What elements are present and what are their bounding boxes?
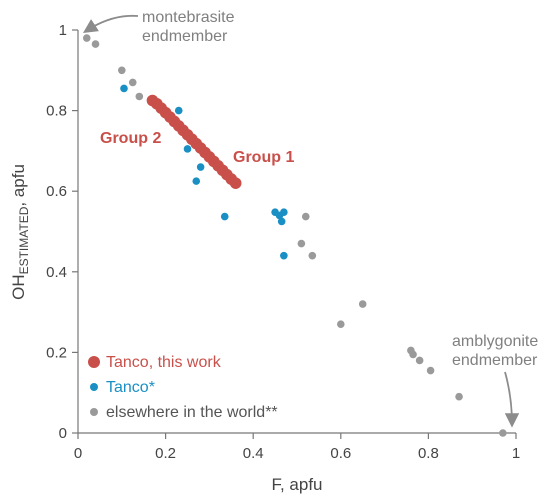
point-elsewhere <box>426 366 435 375</box>
y-axis-label-base: OH <box>9 274 28 300</box>
point-elsewhere <box>91 40 100 48</box>
point-elsewhere <box>135 92 144 101</box>
x-tick-label: 1 <box>512 445 520 462</box>
legend-marker-tanco-this-work <box>88 356 100 368</box>
point-tanco <box>183 145 192 153</box>
montebrasite-annotation: montebrasite endmember <box>142 9 239 45</box>
legend-label-tanco: Tanco* <box>106 379 155 396</box>
montebrasite-line-2: endmember <box>142 28 228 45</box>
point-elsewhere <box>297 239 306 248</box>
x-tick-label: 0.4 <box>243 445 264 462</box>
point-tanco <box>277 217 286 226</box>
point-elsewhere <box>82 34 91 42</box>
point-elsewhere <box>409 350 417 359</box>
y-tick-label: 0 <box>59 425 67 442</box>
amblygonite-arrow <box>504 371 520 428</box>
x-tick-label: 0.8 <box>418 445 439 462</box>
point-elsewhere <box>128 78 137 87</box>
x-tick-label: 0.2 <box>155 445 176 462</box>
x-axis-label: F, apfu <box>271 475 322 494</box>
x-tick-label: 0 <box>74 445 82 462</box>
point-elsewhere <box>455 392 463 401</box>
point-tanco-this-work <box>229 177 242 189</box>
group-1-label: Group 1 <box>233 149 294 166</box>
point-tanco <box>280 251 288 260</box>
y-tick-label: 0.4 <box>46 264 67 281</box>
point-tanco <box>220 212 229 221</box>
point-elsewhere <box>337 320 345 328</box>
y-axis-label: OHESTIMATED, apfu <box>9 164 31 300</box>
amblygonite-line-2: endmember <box>452 352 538 369</box>
point-tanco <box>120 84 128 93</box>
point-tanco <box>174 106 183 115</box>
point-elsewhere <box>301 212 310 221</box>
y-axis-label-sub: ESTIMATED <box>17 206 31 274</box>
point-elsewhere <box>415 356 424 365</box>
legend-label-tanco-this-work: Tanco, this work <box>106 354 222 371</box>
y-tick-label: 0.8 <box>46 103 67 120</box>
legend-label-elsewhere: elsewhere in the world** <box>106 404 278 421</box>
x-tick-label: 0.6 <box>330 445 351 462</box>
montebrasite-line-1: montebrasite <box>142 9 235 26</box>
amblygonite-annotation: amblygonite endmember <box>452 333 543 369</box>
point-elsewhere <box>358 300 367 308</box>
legend-marker-elsewhere <box>90 408 98 416</box>
point-elsewhere <box>118 66 126 75</box>
point-tanco <box>280 208 288 216</box>
y-axis-label-tail: , apfu <box>9 164 28 207</box>
point-elsewhere <box>499 429 507 437</box>
amblygonite-line-1: amblygonite <box>452 333 538 350</box>
legend-marker-tanco <box>90 383 98 391</box>
data-points <box>82 34 507 437</box>
legend: Tanco, this work Tanco* elsewhere in the… <box>88 354 278 421</box>
montebrasite-arrow <box>82 14 139 33</box>
tick-group: 0 0.2 0.4 0.6 0.8 1 0 0.2 0.4 0.6 0.8 1 <box>46 22 520 462</box>
y-tick-label: 1 <box>59 22 67 39</box>
y-tick-label: 0.2 <box>46 344 67 361</box>
point-tanco <box>196 163 205 171</box>
axes <box>77 30 516 434</box>
point-elsewhere <box>308 251 317 260</box>
group-2-label: Group 2 <box>100 130 161 147</box>
point-tanco <box>192 177 201 185</box>
y-tick-label: 0.6 <box>46 183 67 200</box>
